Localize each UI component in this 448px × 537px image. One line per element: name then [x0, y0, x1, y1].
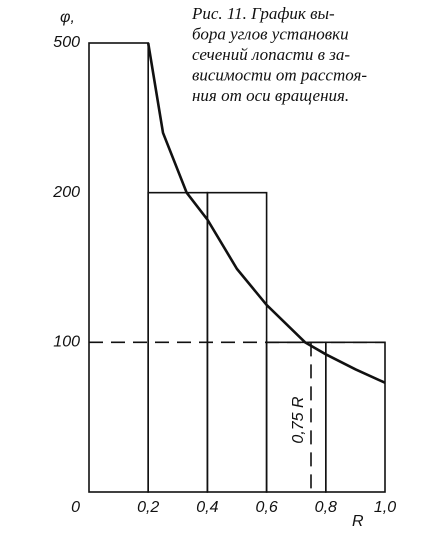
x-tick-label: 0,8 [315, 499, 337, 516]
caption-line: бора углов установки [192, 24, 349, 43]
y-tick-label: 500 [53, 34, 80, 51]
curve [146, 42, 386, 384]
x-tick-label: 0,6 [255, 499, 277, 516]
y-tick-label: 200 [52, 184, 80, 201]
caption-line: ния от оси вращения. [192, 86, 349, 105]
reference-label: 0,75 R [290, 396, 307, 444]
y-tick-label: 0 [71, 499, 80, 516]
x-tick-label: 1,0 [374, 499, 396, 516]
bar [206, 191, 268, 493]
bar [88, 42, 150, 493]
y-tick-label: 100 [53, 334, 80, 351]
caption-line: Рис. 11. График вы- [191, 4, 335, 23]
caption-line: висимости от расстоя- [192, 65, 367, 84]
x-tick-label: 0,4 [196, 499, 218, 516]
caption-line: сечений лопасти в за- [192, 45, 350, 64]
x-axis-label: R [352, 513, 364, 530]
bar [324, 341, 386, 493]
x-tick-label: 0,2 [137, 499, 159, 516]
y-axis-label: φ, [60, 9, 75, 26]
